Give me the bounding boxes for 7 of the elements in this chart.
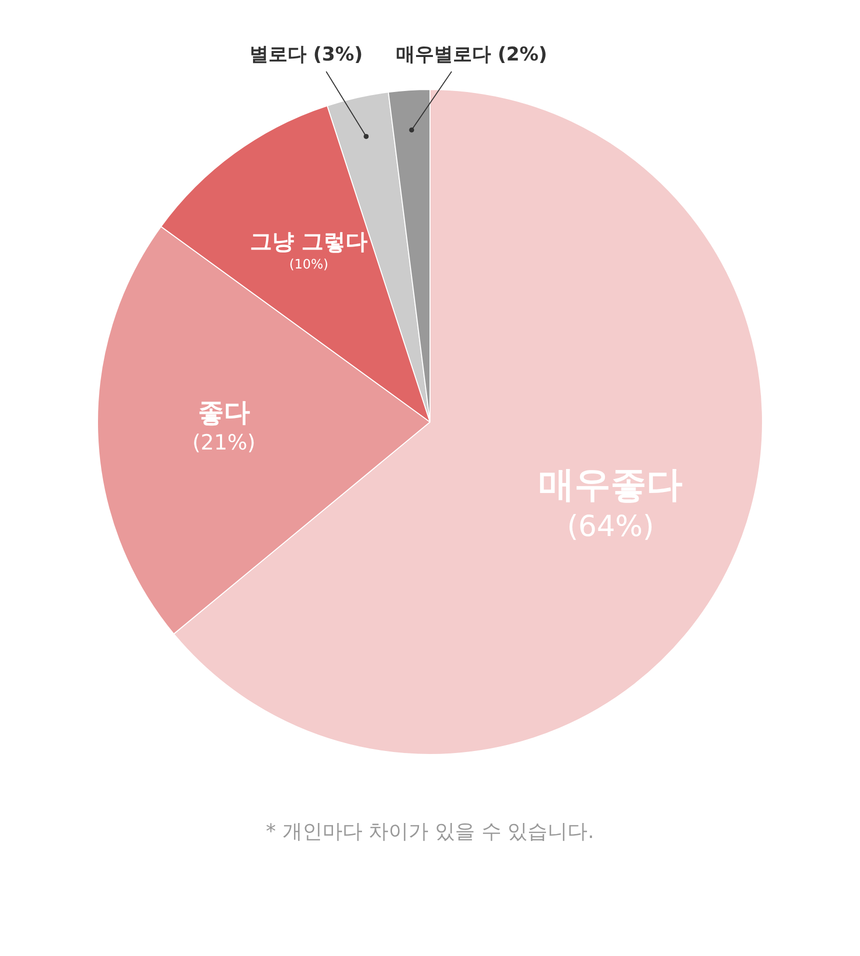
text: * 개인마다 차이가 있을 수 있습니다. [264,818,596,845]
slice-label: 그냥 그렇다 [250,230,368,255]
slice-label: 별로다 (3%) [250,43,363,66]
slice-label: 좋다 [198,398,250,428]
data-label: (21%) [192,430,256,455]
data-label: (10%) [289,257,328,272]
slice-label: 매우별로다 (2%) [396,43,548,66]
